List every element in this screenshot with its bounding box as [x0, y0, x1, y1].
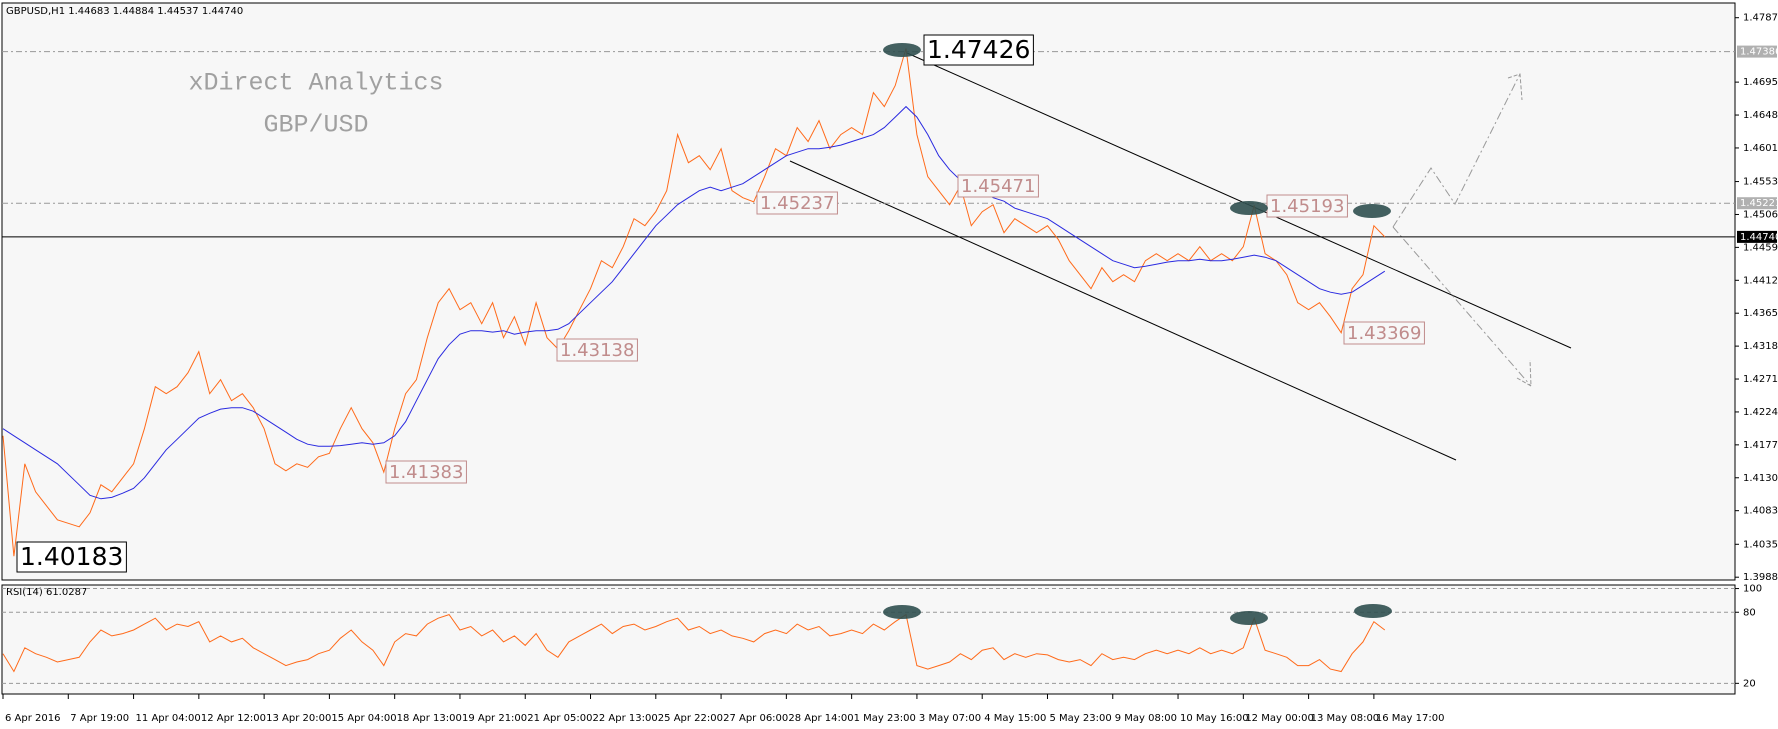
- arrow-head: [1516, 359, 1532, 387]
- x-tick-label: 18 Apr 13:00: [397, 713, 462, 724]
- y-tick-label: 1.43180: [1743, 341, 1778, 352]
- rsi-header: RSI(14) 61.0287: [6, 587, 87, 598]
- price-level-label: 1.44740: [1740, 232, 1778, 243]
- y-tick-label: 1.39880: [1743, 572, 1778, 583]
- y-tick-label: 1.42710: [1743, 374, 1778, 385]
- highlight-marker: [883, 43, 921, 57]
- x-tick-label: 3 May 07:00: [919, 713, 981, 724]
- price-annotation: 1.43369: [1347, 323, 1421, 344]
- x-tick-label: 15 Apr 04:00: [331, 713, 396, 724]
- rsi-panel: [1, 584, 1736, 695]
- highlight-marker: [1353, 204, 1391, 218]
- x-tick-label: 19 Apr 21:00: [462, 713, 527, 724]
- y-tick-label: 1.43650: [1743, 308, 1778, 319]
- x-tick-label: 10 May 16:00: [1180, 713, 1249, 724]
- x-tick-label: 4 May 15:00: [984, 713, 1046, 724]
- annotation-box: [16, 541, 127, 573]
- watermark: xDirect Analytics: [188, 69, 443, 98]
- x-tick-label: 6 Apr 2016: [5, 713, 60, 724]
- y-tick-label: 1.45060: [1743, 209, 1778, 220]
- projection-up: [1392, 73, 1521, 228]
- y-tick-label: 20: [1743, 678, 1756, 689]
- channel-line: [906, 52, 1572, 349]
- highlight-marker: [1230, 611, 1268, 625]
- annotation-box: [756, 191, 838, 215]
- x-tick-label: 9 May 08:00: [1115, 713, 1177, 724]
- annotation-box: [556, 338, 638, 362]
- x-tick-label: 7 Apr 19:00: [70, 713, 129, 724]
- y-tick-label: 1.42240: [1743, 407, 1778, 418]
- price-annotation: 1.40183: [20, 542, 123, 571]
- y-tick-label: 1.45530: [1743, 177, 1778, 188]
- y-tick-label: 1.46010: [1743, 143, 1778, 154]
- highlight-marker: [1354, 604, 1392, 618]
- y-tick-label: 1.40350: [1743, 539, 1778, 550]
- annotation-box: [957, 174, 1039, 198]
- x-tick-label: 5 May 23:00: [1049, 713, 1111, 724]
- price-level-tag: [1737, 45, 1777, 58]
- annotation-box: [923, 34, 1034, 66]
- y-tick-label: 1.47870: [1743, 13, 1778, 24]
- highlight-marker: [883, 605, 921, 619]
- y-tick-label: 1.41770: [1743, 440, 1778, 451]
- series-line: [2, 105, 1386, 500]
- annotation-box: [385, 460, 467, 484]
- series-line: [2, 613, 1386, 673]
- price-header: GBPUSD,H1 1.44683 1.44884 1.44537 1.4474…: [6, 6, 243, 17]
- highlight-marker: [1230, 201, 1268, 215]
- x-tick-label: 13 May 08:00: [1311, 713, 1380, 724]
- y-tick-label: 1.44120: [1743, 275, 1778, 286]
- price-annotation: 1.47426: [927, 35, 1030, 64]
- y-tick-label: 1.46950: [1743, 77, 1778, 88]
- x-tick-label: 16 May 17:00: [1376, 713, 1445, 724]
- price-level-label: 1.45221: [1740, 198, 1778, 209]
- y-tick-label: 1.40830: [1743, 506, 1778, 517]
- price-annotation: 1.43138: [560, 340, 634, 361]
- price-annotation: 1.45237: [760, 193, 834, 214]
- price-level-tag: [1737, 197, 1777, 210]
- x-tick-label: 25 Apr 22:00: [658, 713, 723, 724]
- y-tick-label: 1.41300: [1743, 473, 1778, 484]
- x-tick-label: 27 Apr 06:00: [723, 713, 788, 724]
- price-annotation: 1.45471: [961, 176, 1035, 197]
- projection-down: [1392, 226, 1532, 387]
- arrow-head: [1507, 73, 1523, 101]
- x-tick-label: 12 May 00:00: [1245, 713, 1314, 724]
- annotation-box: [1343, 321, 1425, 345]
- x-tick-label: 28 Apr 14:00: [788, 713, 853, 724]
- channel-line: [789, 160, 1457, 461]
- x-tick-label: 12 Apr 12:00: [201, 713, 266, 724]
- watermark: GBP/USD: [263, 111, 368, 140]
- price-panel: [1, 2, 1736, 581]
- x-tick-label: 22 Apr 13:00: [593, 713, 658, 724]
- y-tick-label: 80: [1743, 607, 1756, 618]
- x-tick-label: 13 Apr 20:00: [266, 713, 331, 724]
- x-tick-label: 21 Apr 05:00: [527, 713, 592, 724]
- x-tick-label: 11 Apr 04:00: [136, 713, 201, 724]
- price-annotation: 1.45193: [1270, 196, 1344, 217]
- y-tick-label: 1.44590: [1743, 242, 1778, 253]
- y-tick-label: 100: [1743, 584, 1762, 595]
- price-annotation: 1.41383: [389, 462, 463, 483]
- price-level-label: 1.47386: [1740, 47, 1778, 58]
- series-line: [2, 48, 1386, 557]
- price-level-tag: [1737, 230, 1777, 243]
- x-tick-label: 1 May 23:00: [854, 713, 916, 724]
- y-tick-label: 1.46480: [1743, 110, 1778, 121]
